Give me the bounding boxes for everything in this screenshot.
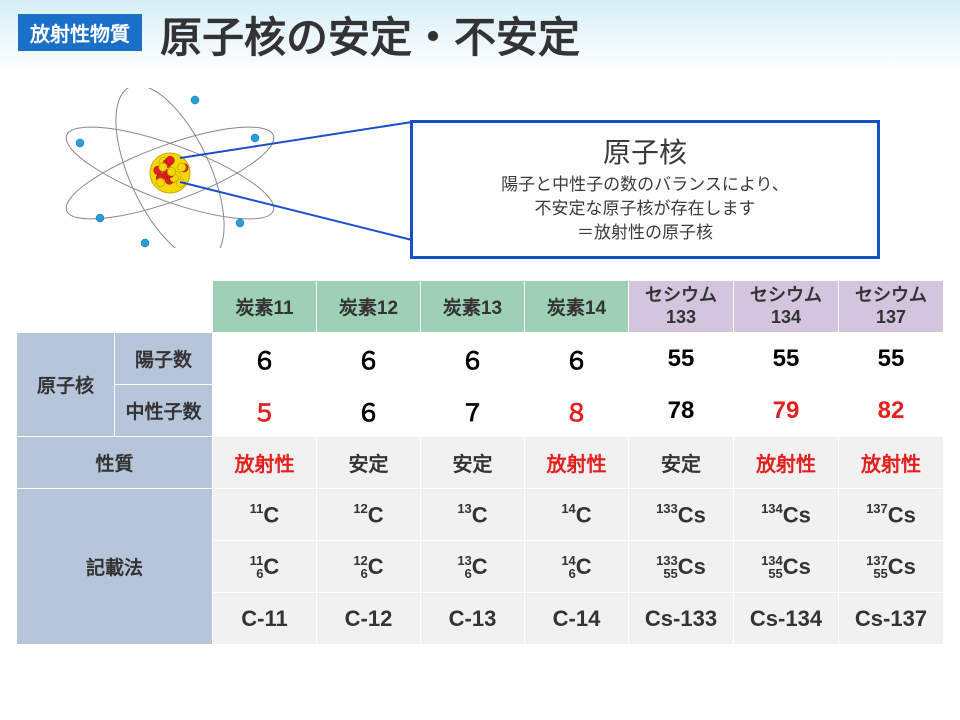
notation-row-1: 記載法 11C12C 13C14C 133Cs134Cs137Cs bbox=[17, 489, 944, 541]
header-band: 放射性物質 原子核の安定・不安定 bbox=[0, 0, 960, 72]
info-title: 原子核 bbox=[425, 131, 865, 171]
neutrons-row: 中性子数 ５６ ７８ 787982 bbox=[17, 385, 944, 437]
atom-diagram bbox=[40, 88, 300, 248]
category-badge: 放射性物質 bbox=[18, 14, 142, 51]
info-line1: 陽子と中性子の数のバランスにより、 bbox=[425, 173, 865, 197]
header-row: 炭素11炭素12 炭素13炭素14 セシウム133セシウム134セシウム137 bbox=[17, 281, 944, 333]
info-box: 原子核 陽子と中性子の数のバランスにより、 不安定な原子核が存在します ＝放射性… bbox=[410, 120, 880, 259]
property-row: 性質 放射性安定 安定放射性 安定放射性放射性 bbox=[17, 437, 944, 489]
isotope-table: 炭素11炭素12 炭素13炭素14 セシウム133セシウム134セシウム137 … bbox=[16, 280, 944, 645]
page-title: 原子核の安定・不安定 bbox=[160, 4, 580, 65]
info-line2: 不安定な原子核が存在します bbox=[425, 197, 865, 221]
info-line3: ＝放射性の原子核 bbox=[425, 221, 865, 245]
protons-row: 原子核 陽子数 ６６ ６６ 555555 bbox=[17, 333, 944, 385]
